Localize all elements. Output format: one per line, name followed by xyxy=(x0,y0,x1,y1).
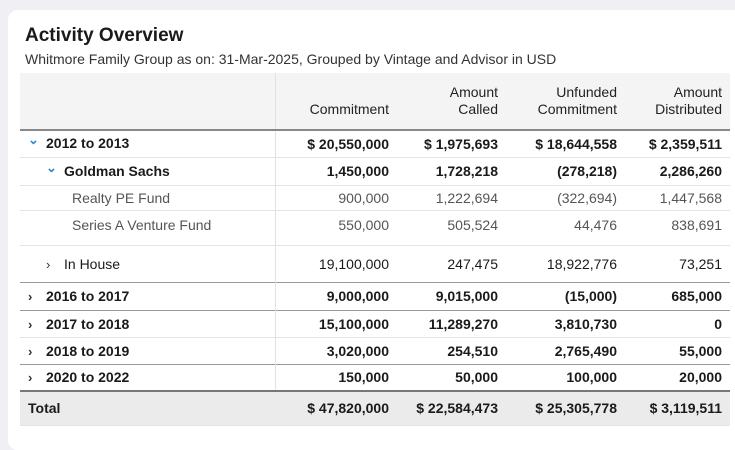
row-value: $ 18,644,558 xyxy=(535,135,617,152)
row-value: 100,000 xyxy=(566,369,617,386)
row-value: 505,524 xyxy=(447,216,498,233)
chevron-right-icon[interactable]: › xyxy=(46,256,51,272)
row-value: 2,286,260 xyxy=(659,163,722,179)
row-label: › 2020 to 2022 xyxy=(20,364,276,391)
row-label: › 2016 to 2017 xyxy=(20,282,276,310)
row-value: 838,691 xyxy=(671,216,722,233)
row-value: $ 1,975,693 xyxy=(424,135,498,152)
chevron-right-icon[interactable]: › xyxy=(28,370,33,386)
row-value: 1,450,000 xyxy=(326,163,389,179)
page-title: Activity Overview xyxy=(25,25,184,46)
table-header: Commitment Amount Called Unfunded Commitme… xyxy=(20,73,730,131)
chevron-right-icon[interactable]: › xyxy=(28,343,33,359)
row-label: › In House xyxy=(20,245,276,282)
row-value: 254,510 xyxy=(447,342,498,359)
row-value: $ 20,550,000 xyxy=(307,135,389,152)
row-value: 15,100,000 xyxy=(318,315,389,332)
row-value: 3,020,000 xyxy=(326,342,389,359)
table-row[interactable]: › 2018 to 2019 3,020,000 254,510 2,765,490 55… xyxy=(20,337,730,364)
page-subtitle: Whitmore Family Group as on: 31-Mar-2025… xyxy=(25,51,557,67)
row-value: (278,218) xyxy=(557,163,617,179)
row-value: 1,222,694 xyxy=(435,189,498,206)
row-value: 73,251 xyxy=(679,255,722,272)
total-value: $ 47,820,000 xyxy=(307,400,389,417)
row-value: 150,000 xyxy=(338,369,389,386)
table-row[interactable]: ⌄ Goldman Sachs 1,450,000 1,728,218 (278,218… xyxy=(20,157,730,185)
table-row[interactable]: ⌄ 2012 to 2013 $ 20,550,000 $ 1,975,693 $ 18… xyxy=(20,130,730,157)
row-label: ⌄ Goldman Sachs xyxy=(20,157,276,185)
row-value: 20,000 xyxy=(679,369,722,386)
row-value: 1,447,568 xyxy=(659,189,722,206)
chevron-right-icon[interactable]: › xyxy=(28,289,33,304)
header-unfunded-commitment[interactable]: Unfunded Commitment xyxy=(506,73,625,131)
table-row: Realty PE Fund 900,000 1,222,694 (322,694) 1… xyxy=(20,185,730,210)
total-label: Total xyxy=(28,400,61,417)
row-value: 2,765,490 xyxy=(554,342,617,359)
header-name xyxy=(20,73,276,131)
chevron-down-icon[interactable]: ⌄ xyxy=(28,132,39,148)
row-value: 18,922,776 xyxy=(546,255,617,272)
row-value: $ 2,359,511 xyxy=(648,135,722,152)
row-label: › 2018 to 2019 xyxy=(20,337,276,364)
row-value: (15,000) xyxy=(564,288,617,304)
row-value: 1,728,218 xyxy=(435,163,498,179)
total-value: $ 22,584,473 xyxy=(416,400,498,417)
header-amount-distributed[interactable]: Amount Distributed xyxy=(625,73,730,131)
row-value: 55,000 xyxy=(679,342,722,359)
activity-table: Commitment Amount Called Unfunded Commitme… xyxy=(20,73,730,426)
total-value: $ 25,305,778 xyxy=(535,400,617,417)
row-value: 3,810,730 xyxy=(554,315,617,332)
row-value: 900,000 xyxy=(338,189,389,206)
total-value: $ 3,119,511 xyxy=(649,400,722,417)
row-value: 550,000 xyxy=(338,216,389,233)
row-label: ⌄ 2012 to 2013 xyxy=(20,130,276,157)
total-row: Total $ 47,820,000 $ 22,584,473 $ 25,305,77… xyxy=(20,391,730,425)
table-row[interactable]: › 2016 to 2017 9,000,000 9,015,000 (15,000) 6… xyxy=(20,282,730,310)
row-value: 0 xyxy=(714,315,722,332)
chevron-right-icon[interactable]: › xyxy=(28,316,33,332)
table-row[interactable]: › In House 19,100,000 247,475 18,922,776 73,2… xyxy=(20,245,730,282)
row-value: 9,000,000 xyxy=(326,288,389,304)
table-row: Series A Venture Fund 550,000 505,524 44,47… xyxy=(20,210,730,245)
row-label: Realty PE Fund xyxy=(20,185,276,210)
row-value: 19,100,000 xyxy=(318,255,389,272)
table-row[interactable]: › 2020 to 2022 150,000 50,000 100,000 20,000 xyxy=(20,364,730,391)
row-value: 9,015,000 xyxy=(435,288,498,304)
header-amount-called[interactable]: Amount Called xyxy=(397,73,506,131)
table-row[interactable]: › 2017 to 2018 15,100,000 11,289,270 3,810,7… xyxy=(20,310,730,337)
row-value: 50,000 xyxy=(455,369,498,386)
header-commitment[interactable]: Commitment xyxy=(275,73,397,131)
chevron-down-icon[interactable]: ⌄ xyxy=(46,159,57,175)
row-value: 685,000 xyxy=(671,288,722,304)
row-label: Series A Venture Fund xyxy=(20,210,276,245)
row-value: (322,694) xyxy=(557,189,617,206)
row-value: 247,475 xyxy=(447,255,498,272)
row-label: › 2017 to 2018 xyxy=(20,310,276,337)
row-value: 44,476 xyxy=(574,216,617,233)
row-value: 11,289,270 xyxy=(428,315,498,332)
